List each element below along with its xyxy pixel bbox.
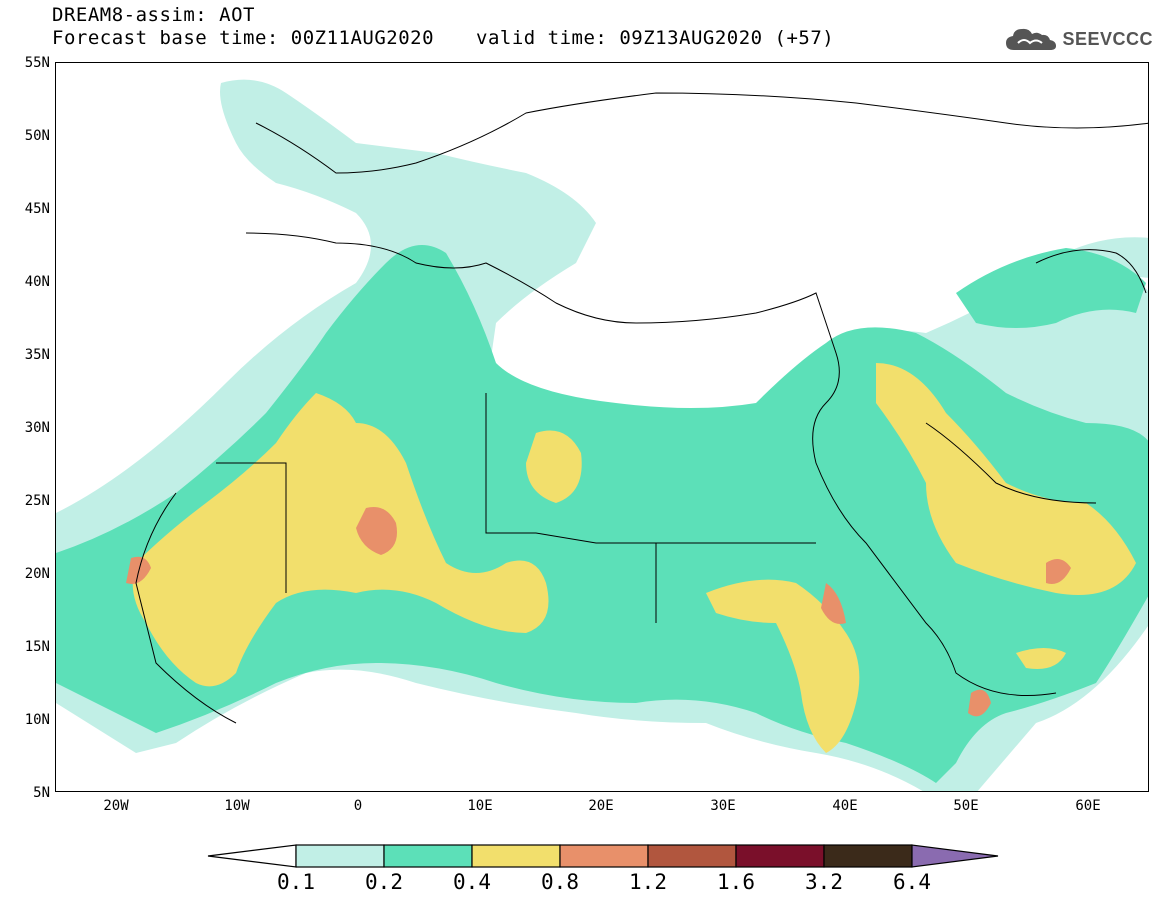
lat-label-55n: 55N — [24, 55, 50, 71]
lon-label-20w: 20W — [103, 798, 129, 814]
colorbar — [207, 844, 999, 868]
forecast-base-time: Forecast base time: 00Z11AUG2020 — [52, 27, 435, 49]
colorbar-label-0.2: 0.2 — [365, 870, 403, 894]
logo-text: SEEVCCC — [1062, 28, 1153, 49]
seevccc-logo: SEEVCCC — [1004, 26, 1153, 52]
colorbar-label-0.4: 0.4 — [453, 870, 491, 894]
colorbar-under-arrow — [207, 844, 297, 868]
lat-label-30n: 30N — [24, 420, 50, 436]
colorbar-bin-1.2 — [647, 844, 737, 868]
colorbar-label-1.2: 1.2 — [629, 870, 667, 894]
colorbar-label-1.6: 1.6 — [717, 870, 755, 894]
lat-label-10n: 10N — [24, 712, 50, 728]
lon-label-50e: 50E — [953, 798, 979, 814]
colorbar-bin-0.2 — [383, 844, 473, 868]
lon-label-0: 0 — [353, 798, 363, 814]
colorbar-bin-1.6 — [735, 844, 825, 868]
lon-label-10w: 10W — [224, 798, 250, 814]
lat-label-25n: 25N — [24, 493, 50, 509]
lat-label-15n: 15N — [24, 639, 50, 655]
colorbar-bin-0.8 — [559, 844, 649, 868]
lat-label-50n: 50N — [24, 128, 50, 144]
lon-label-30e: 30E — [710, 798, 736, 814]
colorbar-bin-0.4 — [471, 844, 561, 868]
colorbar-label-0.8: 0.8 — [541, 870, 579, 894]
model-title: DREAM8-assim: AOT — [52, 4, 255, 26]
aot-map — [56, 79, 1148, 791]
map-title-block: DREAM8-assim: AOT Forecast base time: 00… — [52, 4, 834, 50]
colorbar-bin-3.2 — [823, 844, 913, 868]
aot-band-0.2 — [56, 245, 1148, 783]
cloud-logo-icon — [1006, 28, 1057, 50]
colorbar-label-0.1: 0.1 — [277, 870, 315, 894]
colorbar-over-arrow — [911, 844, 999, 868]
lon-label-40e: 40E — [832, 798, 858, 814]
colorbar-label-6.4: 6.4 — [893, 870, 931, 894]
aot-band-0.4 — [132, 363, 1136, 753]
lat-label-20n: 20N — [24, 566, 50, 582]
valid-time: valid time: 09Z13AUG2020 (+57) — [476, 27, 835, 49]
map-panel — [55, 62, 1149, 792]
lat-label-35n: 35N — [24, 347, 50, 363]
colorbar-bin-0.1 — [295, 844, 385, 868]
lat-label-40n: 40N — [24, 274, 50, 290]
lon-label-60e: 60E — [1075, 798, 1101, 814]
coastlines-borders — [135, 92, 1148, 724]
lon-label-10e: 10E — [467, 798, 493, 814]
aot-band-0.8 — [126, 507, 1071, 717]
colorbar-label-3.2: 3.2 — [805, 870, 843, 894]
lat-label-45n: 45N — [24, 201, 50, 217]
lat-label-5n: 5N — [33, 785, 50, 801]
lon-label-20e: 20E — [588, 798, 614, 814]
